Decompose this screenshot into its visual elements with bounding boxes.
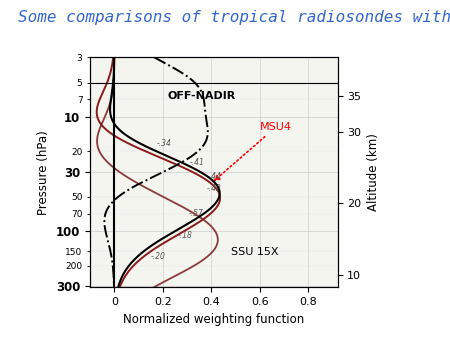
Text: -.34: -.34 [157, 139, 171, 148]
Text: MSU4: MSU4 [215, 122, 292, 180]
Y-axis label: Altitude (km): Altitude (km) [367, 134, 380, 211]
Text: SSU 15X: SSU 15X [231, 246, 278, 257]
Text: -.20: -.20 [151, 251, 166, 261]
Y-axis label: Pressure (hPa): Pressure (hPa) [37, 130, 50, 215]
Text: Some comparisons of tropical radiosondes with satellites: Some comparisons of tropical radiosondes… [18, 10, 450, 25]
Text: -.41: -.41 [189, 158, 204, 167]
Text: -.57: -.57 [188, 209, 203, 218]
Text: OFF-NADIR: OFF-NADIR [168, 91, 236, 101]
X-axis label: Normalized weighting function: Normalized weighting function [123, 313, 304, 325]
Text: -.44: -.44 [207, 172, 221, 181]
Text: -.42: -.42 [207, 184, 221, 193]
Text: -.18: -.18 [177, 232, 192, 240]
